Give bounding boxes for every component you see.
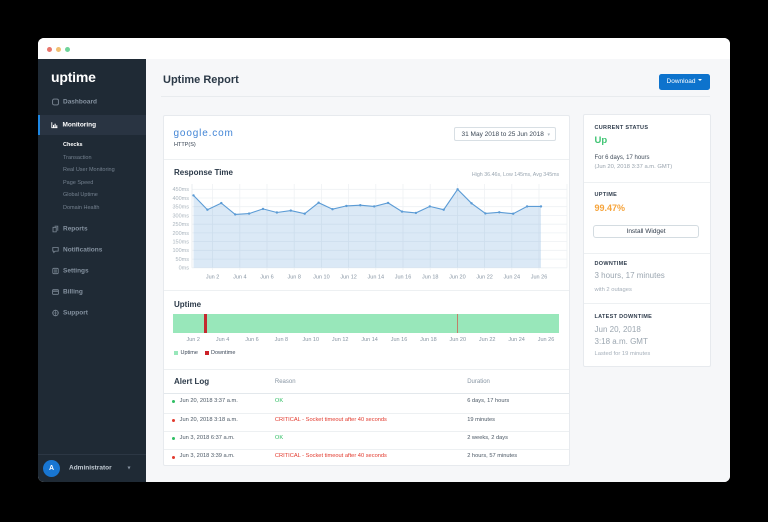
svg-text:Jun 8: Jun 8 [287, 275, 300, 281]
svg-text:Jun 24: Jun 24 [504, 275, 521, 281]
svg-text:50ms: 50ms [176, 257, 190, 263]
svg-text:Jun 22: Jun 22 [476, 275, 493, 281]
svg-text:400ms: 400ms [172, 196, 189, 202]
svg-text:100ms: 100ms [172, 248, 189, 254]
svg-text:Jun 16: Jun 16 [395, 275, 412, 281]
svg-text:150ms: 150ms [172, 240, 189, 246]
svg-text:Jun 4: Jun 4 [233, 275, 246, 281]
svg-text:200ms: 200ms [172, 231, 189, 237]
svg-text:Jun 2: Jun 2 [206, 275, 219, 281]
svg-text:Jun 6: Jun 6 [260, 275, 273, 281]
svg-text:Jun 20: Jun 20 [449, 275, 466, 281]
svg-text:300ms: 300ms [172, 213, 189, 219]
svg-text:0ms: 0ms [179, 266, 190, 272]
svg-text:450ms: 450ms [172, 187, 189, 193]
svg-text:Jun 12: Jun 12 [340, 275, 357, 281]
svg-text:250ms: 250ms [172, 222, 189, 228]
svg-text:Jun 26: Jun 26 [531, 275, 548, 281]
svg-text:Jun 10: Jun 10 [313, 275, 330, 281]
svg-text:Jun 14: Jun 14 [368, 275, 385, 281]
svg-text:Jun 18: Jun 18 [422, 275, 439, 281]
svg-text:350ms: 350ms [172, 205, 189, 211]
